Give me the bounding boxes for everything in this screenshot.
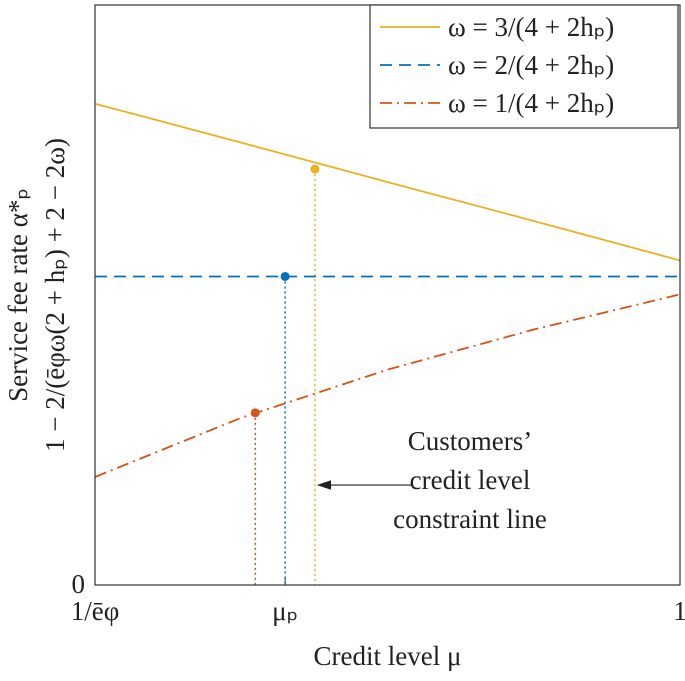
x-axis-label: Credit level μ	[314, 641, 462, 671]
series-line	[94, 293, 681, 478]
y-tick-label: 0	[72, 569, 86, 599]
x-tick-label: 1	[673, 596, 685, 626]
x-tick-label: 1/ēφ	[71, 596, 120, 626]
highlight-point	[310, 164, 320, 174]
y-axis-label: Service fee rate α*ₚ	[3, 188, 33, 402]
series-line	[94, 102, 681, 262]
highlight-point	[250, 408, 260, 418]
legend-label: ω = 2/(4 + 2hₚ)	[448, 50, 614, 80]
annotation-text: credit level	[410, 465, 531, 495]
legend-label: ω = 3/(4 + 2hₚ)	[448, 12, 614, 42]
highlight-point	[280, 271, 290, 281]
legend-box	[369, 4, 679, 129]
y-axis-label: 1 − 2/(ēφω(2 + hₚ) + 2 − 2ω)	[40, 138, 70, 452]
annotation-text: Customers’	[408, 426, 533, 456]
annotation-text: constraint line	[393, 504, 547, 534]
x-tick-label: μₚ	[272, 596, 298, 626]
legend-label: ω = 1/(4 + 2hₚ)	[448, 88, 614, 118]
